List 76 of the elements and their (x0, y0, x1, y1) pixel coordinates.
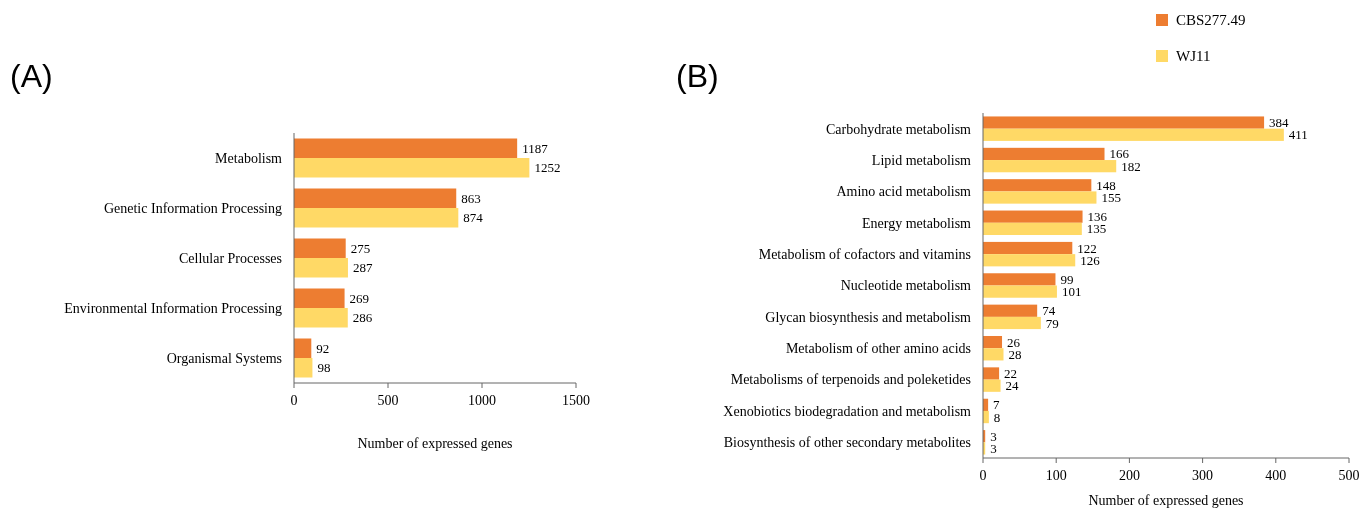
x-tick-label: 400 (1265, 468, 1287, 483)
bar (294, 158, 530, 178)
bar (983, 367, 1000, 380)
data-label: 1252 (534, 160, 561, 176)
data-label: 98 (317, 360, 331, 376)
data-label: 101 (1061, 284, 1082, 300)
y-tick-label: Biosynthesis of other secondary metabolites (723, 435, 971, 451)
x-tick-label: 1000 (468, 393, 496, 408)
x-tick-label: 500 (377, 393, 399, 408)
bar (983, 128, 1284, 141)
data-label: 287 (352, 260, 373, 276)
bar (983, 179, 1092, 192)
x-tick-label: 0 (290, 393, 298, 408)
bar (294, 208, 459, 228)
data-label: 148 (1096, 177, 1116, 193)
legend-label: CBS277.49 (1176, 12, 1246, 29)
y-tick-label: Energy metabolism (862, 215, 972, 231)
data-label: 155 (1101, 190, 1121, 206)
data-label: 286 (352, 310, 373, 326)
bar (294, 188, 457, 208)
x-axis-title: Number of expressed genes (1088, 493, 1244, 508)
bar (983, 379, 1001, 392)
bar (983, 304, 1038, 317)
bar (983, 285, 1057, 298)
bar (983, 316, 1041, 330)
bar (983, 336, 1003, 349)
legend-label: WJ11 (1176, 48, 1211, 65)
y-tick-label: Metabolisms of terpenoids and poleketides (730, 372, 971, 388)
x-axis-title: Number of expressed genes (357, 436, 513, 451)
bar (294, 138, 518, 158)
data-label: 269 (349, 290, 370, 306)
x-tick-label: 200 (1118, 468, 1140, 483)
y-tick-label: Environmental Information Processing (64, 300, 282, 316)
y-tick-label: Metabolism (215, 150, 283, 166)
bar (294, 288, 345, 308)
bar (294, 238, 346, 258)
y-tick-label: Metabolism of other amino acids (785, 341, 971, 357)
x-tick-label: 100 (1045, 468, 1067, 483)
text: (A) (10, 58, 53, 94)
data-label: 863 (461, 190, 481, 206)
bar (294, 308, 348, 328)
bar (294, 338, 312, 358)
bar (983, 160, 1117, 173)
data-label: 874 (463, 210, 484, 226)
y-tick-label: Glycan biosynthesis and metabolism (765, 309, 972, 325)
bar (983, 147, 1105, 161)
bar (983, 191, 1097, 204)
bar (983, 210, 1083, 223)
y-tick-label: Lipid metabolism (871, 152, 972, 168)
data-label: 1187 (522, 140, 549, 156)
y-tick-label: Organismal Systems (166, 350, 282, 366)
data-label: 99 (1060, 271, 1074, 287)
x-tick-label: 500 (1338, 468, 1360, 483)
y-tick-label: Xenobiotics biodegradation and metabolism (723, 403, 972, 419)
x-tick-label: 0 (979, 468, 987, 483)
data-label: 275 (350, 240, 371, 256)
bar (983, 116, 1265, 129)
y-tick-label: Genetic Information Processing (103, 200, 282, 216)
bar (983, 348, 1004, 361)
y-tick-label: Metabolism of cofactors and vitamins (758, 247, 971, 263)
bar (983, 273, 1056, 286)
bar (983, 241, 1073, 255)
bar (983, 254, 1076, 267)
data-label: 92 (316, 340, 330, 356)
y-tick-label: Cellular Processes (178, 250, 282, 266)
text: (B) (676, 58, 719, 94)
x-tick-label: 300 (1192, 468, 1214, 483)
y-tick-label: Nucleotide metabolism (840, 278, 972, 294)
data-label: 411 (1288, 127, 1308, 143)
data-label: 384 (1269, 115, 1290, 131)
y-tick-label: Amino acid metabolism (836, 184, 972, 200)
bar (294, 358, 313, 378)
bar (983, 222, 1082, 235)
x-tick-label: 1500 (562, 393, 590, 408)
bar (294, 258, 348, 278)
y-tick-label: Carbohydrate metabolism (825, 121, 972, 137)
